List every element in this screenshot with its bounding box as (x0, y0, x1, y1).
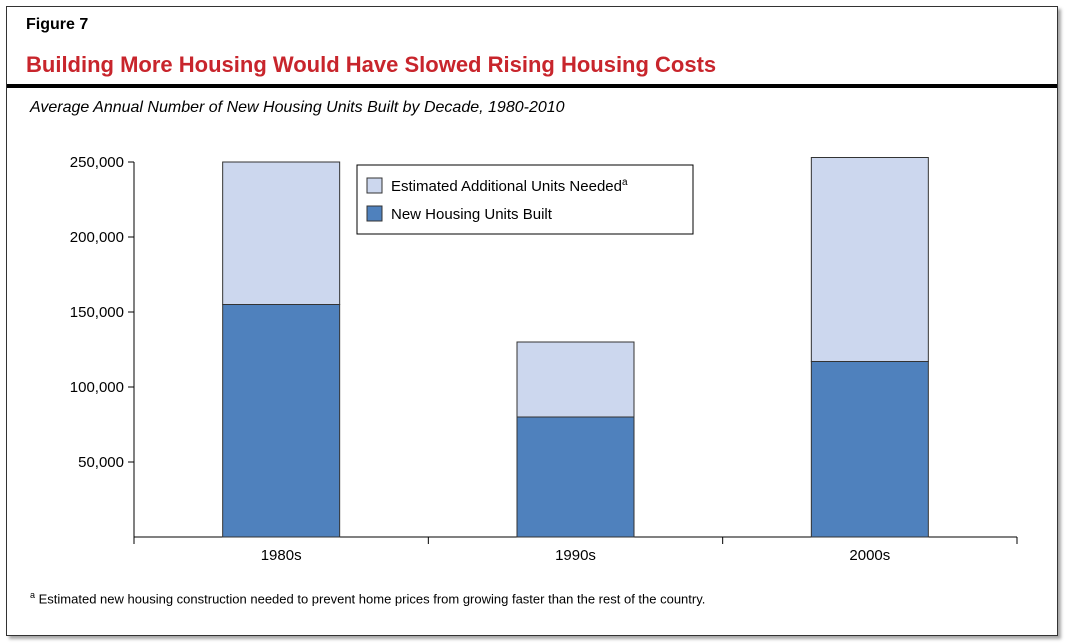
bar-built (516, 416, 635, 538)
bar-additional-needed (222, 161, 341, 305)
legend-superscript: a (622, 177, 628, 188)
figure-label: Figure 7 (26, 16, 89, 33)
chart-title: Building More Housing Would Have Slowed … (26, 52, 717, 77)
y-tick-label: 150,000 (70, 304, 124, 321)
legend-label-built: New Housing Units Built (391, 206, 553, 223)
bar-built (222, 304, 341, 538)
y-tick-label: 100,000 (70, 379, 124, 396)
legend-box (356, 164, 694, 235)
legend-label-additional: Estimated Additional Units Neededa (391, 177, 628, 195)
y-tick-label: 200,000 (70, 229, 124, 246)
footnote: a Estimated new housing construction nee… (30, 590, 705, 606)
footnote-marker: a (30, 590, 36, 600)
legend-swatch-additional (366, 177, 383, 194)
x-tick-label: 1990s (555, 547, 596, 564)
bar-additional-needed (810, 157, 929, 362)
bar-built (810, 361, 929, 538)
bar-additional-needed (516, 341, 635, 418)
y-tick-label: 50,000 (78, 454, 124, 471)
y-tick-label: 250,000 (70, 154, 124, 171)
chart-subtitle: Average Annual Number of New Housing Uni… (30, 99, 565, 116)
x-tick-label: 2000s (849, 547, 890, 564)
x-tick-label: 1980s (261, 547, 302, 564)
legend-swatch-built (366, 205, 383, 222)
footnote-text: Estimated new housing construction neede… (38, 591, 706, 607)
title-divider (7, 84, 1057, 88)
